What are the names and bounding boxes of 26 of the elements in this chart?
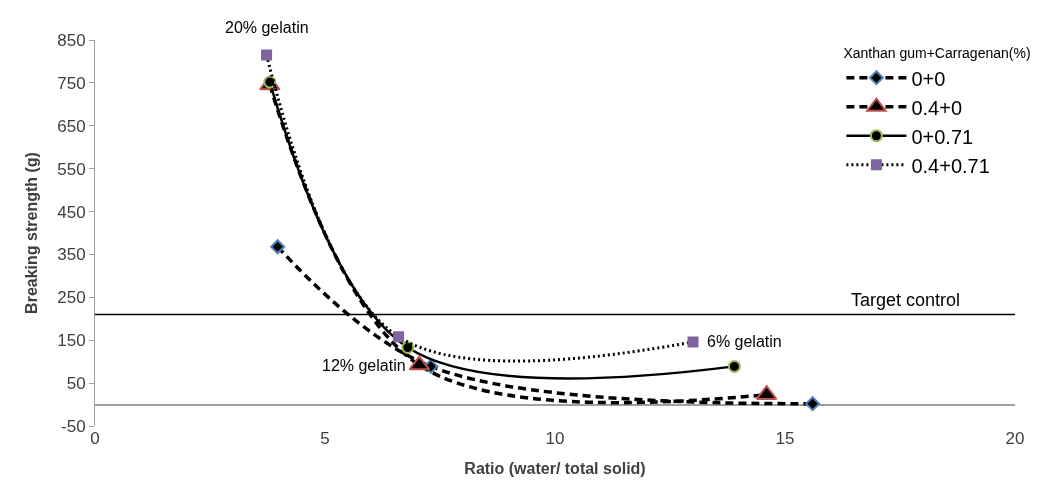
legend-title: Xanthan gum+Carragenan(%): [843, 45, 1031, 62]
x-tick-label: 10: [545, 429, 565, 448]
legend-label: 0+0: [911, 67, 946, 90]
y-tick-label: 650: [57, 116, 86, 136]
y-tick-label: 50: [66, 374, 86, 394]
annotation: 6% gelatin: [707, 333, 782, 350]
y-tick-label: 350: [57, 245, 86, 265]
y-tick-label: 750: [57, 73, 86, 93]
y-tick-label: 450: [57, 202, 86, 222]
x-tick-label: 15: [775, 429, 795, 448]
annotation: 12% gelatin: [322, 357, 406, 374]
y-tick-label: 150: [57, 331, 86, 351]
y-tick-label: 250: [57, 288, 86, 308]
ref-line-label: Target control: [851, 290, 961, 310]
x-tick-label: 20: [1005, 429, 1025, 448]
x-tick-label: 0: [90, 429, 100, 448]
y-tick-label: 850: [57, 30, 86, 50]
legend-label: 0+0.71: [911, 125, 974, 148]
x-axis-title: Ratio (water/ total solid): [464, 459, 646, 477]
annotation: 20% gelatin: [225, 19, 309, 36]
legend-label: 0.4+0.71: [911, 154, 990, 177]
y-axis-title: Breaking strength (g): [23, 152, 41, 314]
y-tick-label: -50: [61, 416, 86, 436]
legend-label: 0.4+0: [911, 96, 963, 119]
x-tick-label: 5: [320, 429, 330, 448]
y-tick-label: 550: [57, 159, 86, 179]
